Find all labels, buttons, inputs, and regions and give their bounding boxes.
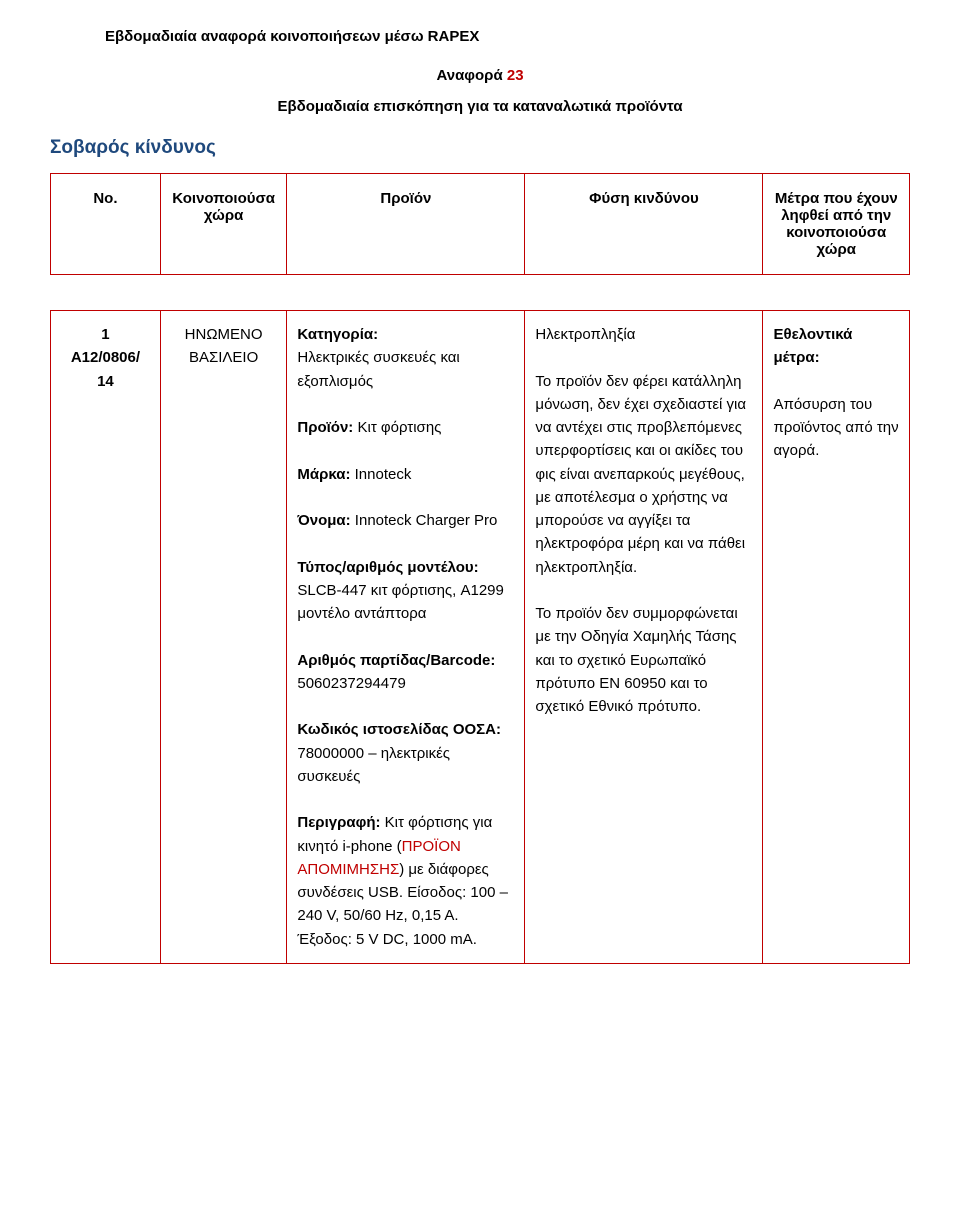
notifications-table: No. Κοινοποιούσα χώρα Προϊόν Φύση κινδύν… [50, 173, 910, 964]
cell-no: 1 A12/0806/ 14 [51, 311, 161, 964]
col-header-no: No. [51, 174, 161, 275]
measures-heading: Εθελοντικά μέτρα: [773, 326, 852, 366]
risk-para2: Το προϊόν δεν συμμορφώνεται με την Οδηγί… [535, 605, 737, 715]
risk-heading: Ηλεκτροπληξία [535, 326, 635, 343]
table-header-row: No. Κοινοποιούσα χώρα Προϊόν Φύση κινδύν… [51, 174, 910, 275]
category-value: Ηλεκτρικές συσκευές και εξοπλισμός [297, 349, 459, 389]
gap-cell [51, 275, 910, 311]
oecd-label: Κωδικός ιστοσελίδας ΟΟΣΑ: [297, 721, 501, 738]
col-header-measures: Μέτρα που έχουν ληφθεί από την κοινοποιο… [763, 174, 910, 275]
cell-risk: Ηλεκτροπληξία Το προϊόν δεν φέρει κατάλλ… [525, 311, 763, 964]
no-line2: A12/0806/ [71, 349, 140, 366]
report-number: 23 [507, 67, 524, 84]
country-line1: ΗΝΩΜΕΝΟ [185, 326, 263, 343]
cell-country: ΗΝΩΜΕΝΟ ΒΑΣΙΛΕΙΟ [160, 311, 286, 964]
category-label: Κατηγορία: [297, 326, 378, 343]
model-value: SLCB-447 κιτ φόρτισης, A1299 μοντέλο αντ… [297, 582, 503, 622]
product-label: Προϊόν: [297, 419, 353, 436]
col-header-risk: Φύση κινδύνου [525, 174, 763, 275]
name-label: Όνομα: [297, 512, 350, 529]
oecd-value: 78000000 – ηλεκτρικές συσκευές [297, 745, 450, 785]
no-line1: 1 [101, 326, 109, 343]
risk-level: Σοβαρός κίνδυνος [50, 137, 910, 159]
col-header-product: Προϊόν [287, 174, 525, 275]
page-title: Εβδομαδιαία αναφορά κοινοποιήσεων μέσω R… [50, 28, 910, 45]
brand-value: Innoteck [350, 466, 411, 483]
table-row: 1 A12/0806/ 14 ΗΝΩΜΕΝΟ ΒΑΣΙΛΕΙΟ Κατηγορί… [51, 311, 910, 964]
brand-label: Μάρκα: [297, 466, 350, 483]
product-value: Κιτ φόρτισης [353, 419, 441, 436]
risk-para1: Το προϊόν δεν φέρει κατάλληλη μόνωση, δε… [535, 373, 746, 576]
batch-value: 5060237294479 [297, 675, 405, 692]
measures-text: Απόσυρση του προϊόντος από την αγορά. [773, 396, 898, 460]
report-number-line: Αναφορά 23 [50, 67, 910, 84]
report-label: Αναφορά [436, 67, 502, 84]
country-line2: ΒΑΣΙΛΕΙΟ [189, 349, 258, 366]
col-header-country: Κοινοποιούσα χώρα [160, 174, 286, 275]
gap-row [51, 275, 910, 311]
desc-label: Περιγραφή: [297, 814, 380, 831]
cell-product: Κατηγορία: Ηλεκτρικές συσκευές και εξοπλ… [287, 311, 525, 964]
name-value: Innoteck Charger Pro [351, 512, 498, 529]
cell-measures: Εθελοντικά μέτρα: Απόσυρση του προϊόντος… [763, 311, 910, 964]
subtitle: Εβδομαδιαία επισκόπηση για τα καταναλωτι… [50, 98, 910, 115]
no-line3: 14 [97, 373, 114, 390]
model-label: Τύπος/αριθμός μοντέλου: [297, 559, 478, 576]
batch-label: Αριθμός παρτίδας/Barcode: [297, 652, 495, 669]
